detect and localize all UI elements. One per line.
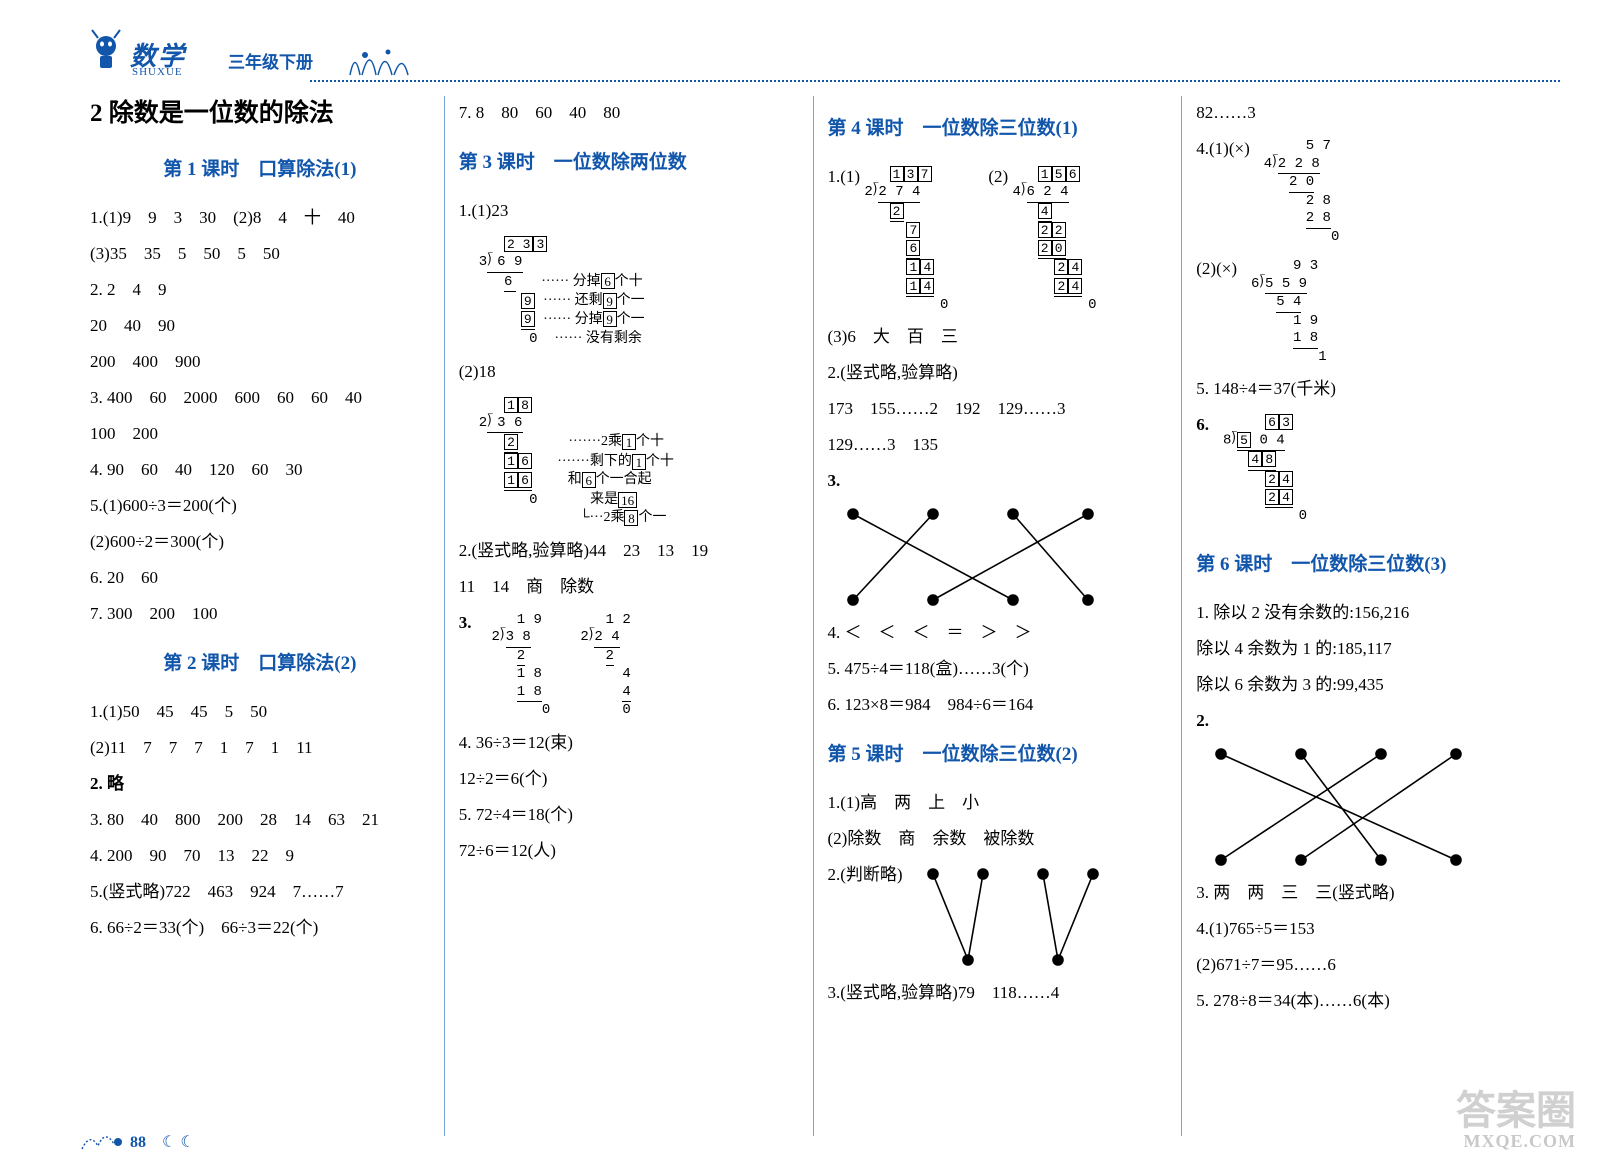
answer-line: 7. 8 80 60 40 80 <box>459 96 799 130</box>
answer-line: (3)35 35 5 50 5 50 <box>90 237 430 271</box>
answer-line: 除以 6 余数为 3 的:99,435 <box>1196 668 1536 702</box>
long-division: 1 2 2⟌2 4 2 4 4 0 <box>580 612 630 720</box>
grass-decor-icon <box>340 40 440 80</box>
chapter-title: 2 除数是一位数的除法 <box>90 96 430 131</box>
answer-line: 3. 400 60 2000 600 60 60 40 <box>90 381 430 415</box>
matching-diagram <box>1196 742 1476 872</box>
answer-line: 5. 72÷4＝18(个) <box>459 798 799 832</box>
watermark: 答案圈 MXQE.COM <box>1456 1091 1576 1152</box>
answer-line: 129……3 135 <box>828 428 1168 462</box>
answer-line: 3. 80 40 800 200 28 14 63 21 <box>90 803 430 837</box>
answer-line: 3.(竖式略,验算略)79 118……4 <box>828 976 1168 1010</box>
lesson-2-title: 第 2 课时 口算除法(2) <box>90 645 430 683</box>
answer-line: 4. 36÷3＝12(束) <box>459 726 799 760</box>
column-1: 2 除数是一位数的除法 第 1 课时 口算除法(1) 1.(1)9 9 3 30… <box>76 96 444 1136</box>
long-division: 18 2⟌3 6 2 ·······2乘1个十 16 ·······剩下的1个十… <box>479 397 674 528</box>
answer-line: 12÷2＝6(个) <box>459 762 799 796</box>
answer-line: 6. 123×8＝984 984÷6＝164 <box>828 688 1168 722</box>
long-division: 5 7 4⟌2 2 8 2 0 2 8 2 8 0 <box>1264 138 1340 246</box>
answer-line: 2.(竖式略,验算略) <box>828 356 1168 390</box>
answer-line: (2)600÷2＝300(个) <box>90 525 430 559</box>
answer-line: 173 155……2 192 129……3 <box>828 392 1168 426</box>
answer-line: 4. ＜ ＜ ＜ ＝ ＞ ＞ <box>828 616 1168 650</box>
answer-line: 2. 2 4 9 <box>90 273 430 307</box>
footer-decor-icon <box>80 1124 130 1154</box>
answer-line: 5. 278÷8＝34(本)……6(本) <box>1196 984 1536 1018</box>
answer-label: 4.(1)(×) <box>1196 132 1249 166</box>
answer-line: 4. 200 90 70 13 22 9 <box>90 839 430 873</box>
answer-line: (3)6 大 百 三 <box>828 320 1168 354</box>
answer-line: 72÷6＝12(人) <box>459 834 799 868</box>
answer-line: 除以 4 余数为 1 的:185,117 <box>1196 632 1536 666</box>
answer-label: (2) <box>988 167 1008 186</box>
long-division: 2 33 3⟌6 9 6 ······ 分掉6个十 9 ······ 还剩9个一… <box>479 236 645 349</box>
column-3: 第 4 课时 一位数除三位数(1) 1.(1) 137 2⟌2 7 4 2 7 … <box>813 96 1182 1136</box>
answer-line: 5.(竖式略)722 463 924 7……7 <box>90 875 430 909</box>
lesson-5-title: 第 5 课时 一位数除三位数(2) <box>828 736 1168 774</box>
mascot-icon <box>86 28 126 72</box>
answer-line: 200 400 900 <box>90 345 430 379</box>
page-number: 88 ☾ ☾ <box>130 1128 195 1152</box>
lesson-3-title: 第 3 课时 一位数除两位数 <box>459 144 799 182</box>
answer-line: 20 40 90 <box>90 309 430 343</box>
answer-label: 3. <box>828 464 1168 498</box>
answer-line: 1.(1)50 45 45 5 50 <box>90 695 430 729</box>
answer-line: 4.(1)765÷5＝153 <box>1196 912 1536 946</box>
answer-line: 11 14 商 除数 <box>459 570 799 604</box>
lesson-1-title: 第 1 课时 口算除法(1) <box>90 151 430 189</box>
matching-diagram <box>913 862 1113 972</box>
column-2: 7. 8 80 60 40 80 第 3 课时 一位数除两位数 1.(1)23 … <box>444 96 813 1136</box>
answer-line: (2)除数 商 余数 被除数 <box>828 822 1168 856</box>
watermark-url: MXQE.COM <box>1456 1131 1576 1152</box>
answer-label: 3. <box>459 606 472 640</box>
answer-line: 1.(1)9 9 3 30 (2)8 4 十 40 <box>90 201 430 235</box>
content-columns: 2 除数是一位数的除法 第 1 课时 口算除法(1) 1.(1)9 9 3 30… <box>76 96 1550 1136</box>
answer-label: 2. <box>1196 704 1536 738</box>
answer-line: 6. 66÷2＝33(个) 66÷3＝22(个) <box>90 911 430 945</box>
answer-line: 2.(竖式略,验算略)44 23 13 19 <box>459 534 799 568</box>
answer-line: 1. 除以 2 没有余数的:156,216 <box>1196 596 1536 630</box>
answer-line: 100 200 <box>90 417 430 451</box>
answer-label: 2.(判断略) <box>828 858 903 892</box>
answer-line: 5.(1)600÷3＝200(个) <box>90 489 430 523</box>
subject-pinyin: SHUXUE <box>132 66 183 78</box>
answer-line: 7. 300 200 100 <box>90 597 430 631</box>
long-division: 9 3 6⟌5 5 9 5 4 1 9 1 8 1 <box>1251 258 1327 366</box>
answer-line: 6. 20 60 <box>90 561 430 595</box>
answer-line: 4. 90 60 40 120 60 30 <box>90 453 430 487</box>
lesson-4-title: 第 4 课时 一位数除三位数(1) <box>828 110 1168 148</box>
division-pair: 1.(1) 137 2⟌2 7 4 2 7 6 14 14 0 (2) <box>828 160 1168 320</box>
answer-label: 6. <box>1196 408 1209 442</box>
long-division: 156 4⟌6 2 4 4 22 20 24 24 0 <box>1012 166 1096 314</box>
header-dotted-line <box>310 80 1560 82</box>
column-4: 82……3 4.(1)(×) 5 7 4⟌2 2 8 2 0 2 8 2 8 0… <box>1181 96 1550 1136</box>
answer-line: 82……3 <box>1196 96 1536 130</box>
long-division: 63 8⟌5 0 4 48 24 24 0 <box>1223 414 1307 526</box>
long-division: 137 2⟌2 7 4 2 7 6 14 14 0 <box>864 166 948 314</box>
long-division: 1 9 2⟌3 8 2 1 8 1 8 0 <box>492 612 551 720</box>
answer-line: 1.(1)高 两 上 小 <box>828 786 1168 820</box>
answer-line: 5. 475÷4＝118(盒)……3(个) <box>828 652 1168 686</box>
lesson-6-title: 第 6 课时 一位数除三位数(3) <box>1196 546 1536 584</box>
answer-label: (2)(×) <box>1196 252 1237 286</box>
matching-diagram <box>828 502 1108 612</box>
page-header: 数学 SHUXUE 三年级下册 <box>0 28 1600 88</box>
answer-line: (2)11 7 7 7 1 7 1 11 <box>90 731 430 765</box>
watermark-text: 答案圈 <box>1456 1091 1576 1131</box>
answer-line: 2. 略 <box>90 767 430 801</box>
answer-line: 1.(1)23 <box>459 194 799 228</box>
answer-line: 3. 两 两 三 三(竖式略) <box>1196 876 1536 910</box>
grade-label: 三年级下册 <box>228 48 313 73</box>
answer-label: 1.(1) <box>828 167 861 186</box>
answer-line: 5. 148÷4＝37(千米) <box>1196 372 1536 406</box>
answer-line: (2)18 <box>459 355 799 389</box>
answer-line: (2)671÷7＝95……6 <box>1196 948 1536 982</box>
